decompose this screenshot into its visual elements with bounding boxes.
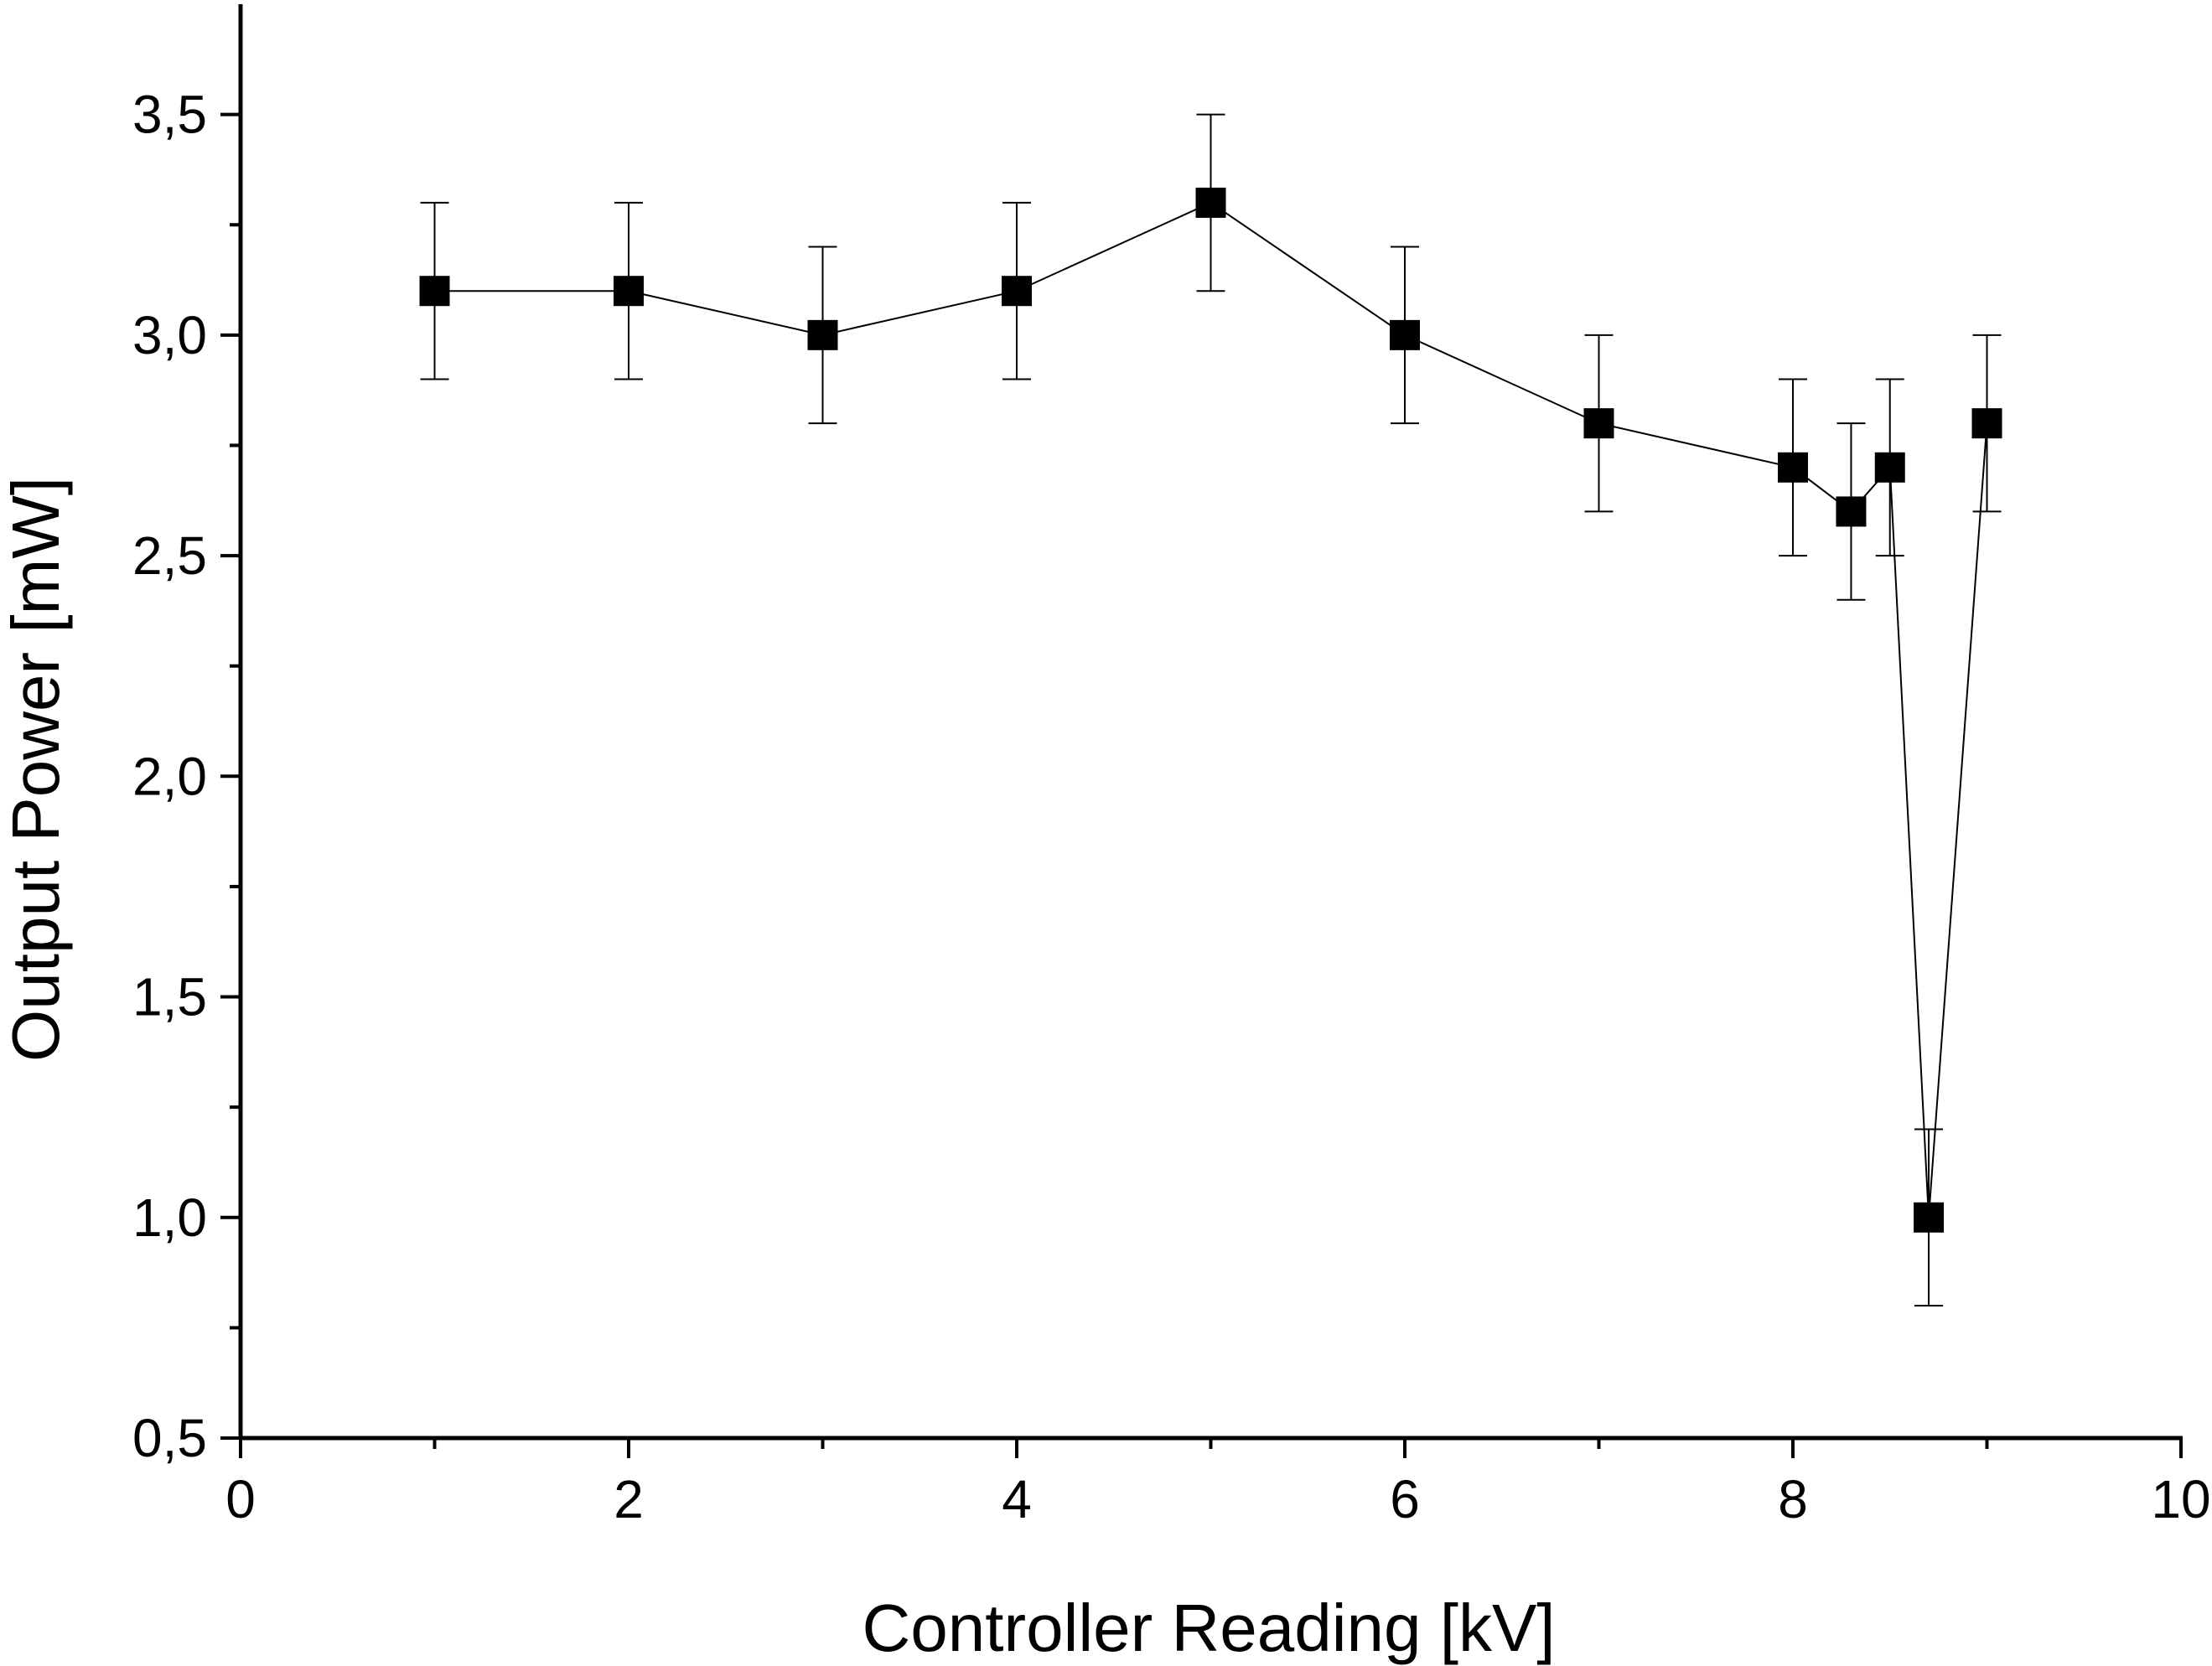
data-point <box>1583 408 1614 439</box>
x-tick-label: 2 <box>614 1469 644 1529</box>
data-point <box>1874 452 1905 483</box>
data-point <box>419 276 450 307</box>
axes <box>220 4 2183 1458</box>
tick-labels: 0 2 4 6 8 10 0,5 1,0 1,5 2,0 2,5 3,0 3,5 <box>132 85 2211 1529</box>
data-point <box>1914 1202 1945 1233</box>
y-tick-label: 3,5 <box>132 85 207 145</box>
data-point <box>1390 319 1420 350</box>
data-point <box>614 276 644 307</box>
series-polyline <box>434 201 1988 1218</box>
y-tick-label: 2,0 <box>132 746 207 806</box>
data-point <box>1195 187 1226 218</box>
x-tick-label: 8 <box>1778 1469 1808 1529</box>
series-line <box>434 201 1988 1218</box>
data-point <box>1002 276 1032 307</box>
x-tick-label: 0 <box>225 1469 256 1529</box>
x-tick-label: 10 <box>2151 1469 2210 1529</box>
data-markers <box>419 187 2002 1233</box>
data-point <box>807 319 838 350</box>
x-tick-label: 4 <box>1002 1469 1032 1529</box>
y-axis-title: Output Power [mW] <box>0 477 73 1062</box>
y-tick-label: 2,5 <box>132 525 207 586</box>
x-tick-label: 6 <box>1390 1469 1420 1529</box>
data-point <box>1836 496 1867 527</box>
y-tick-label: 3,0 <box>132 305 207 365</box>
y-tick-label: 1,0 <box>132 1187 207 1248</box>
data-point <box>1971 408 2002 439</box>
x-axis-title: Controller Reading [kV] <box>862 1591 1555 1665</box>
y-tick-label: 1,5 <box>132 967 207 1027</box>
data-point <box>1778 452 1808 483</box>
error-bars <box>420 113 2002 1307</box>
y-tick-label: 0,5 <box>132 1408 207 1468</box>
